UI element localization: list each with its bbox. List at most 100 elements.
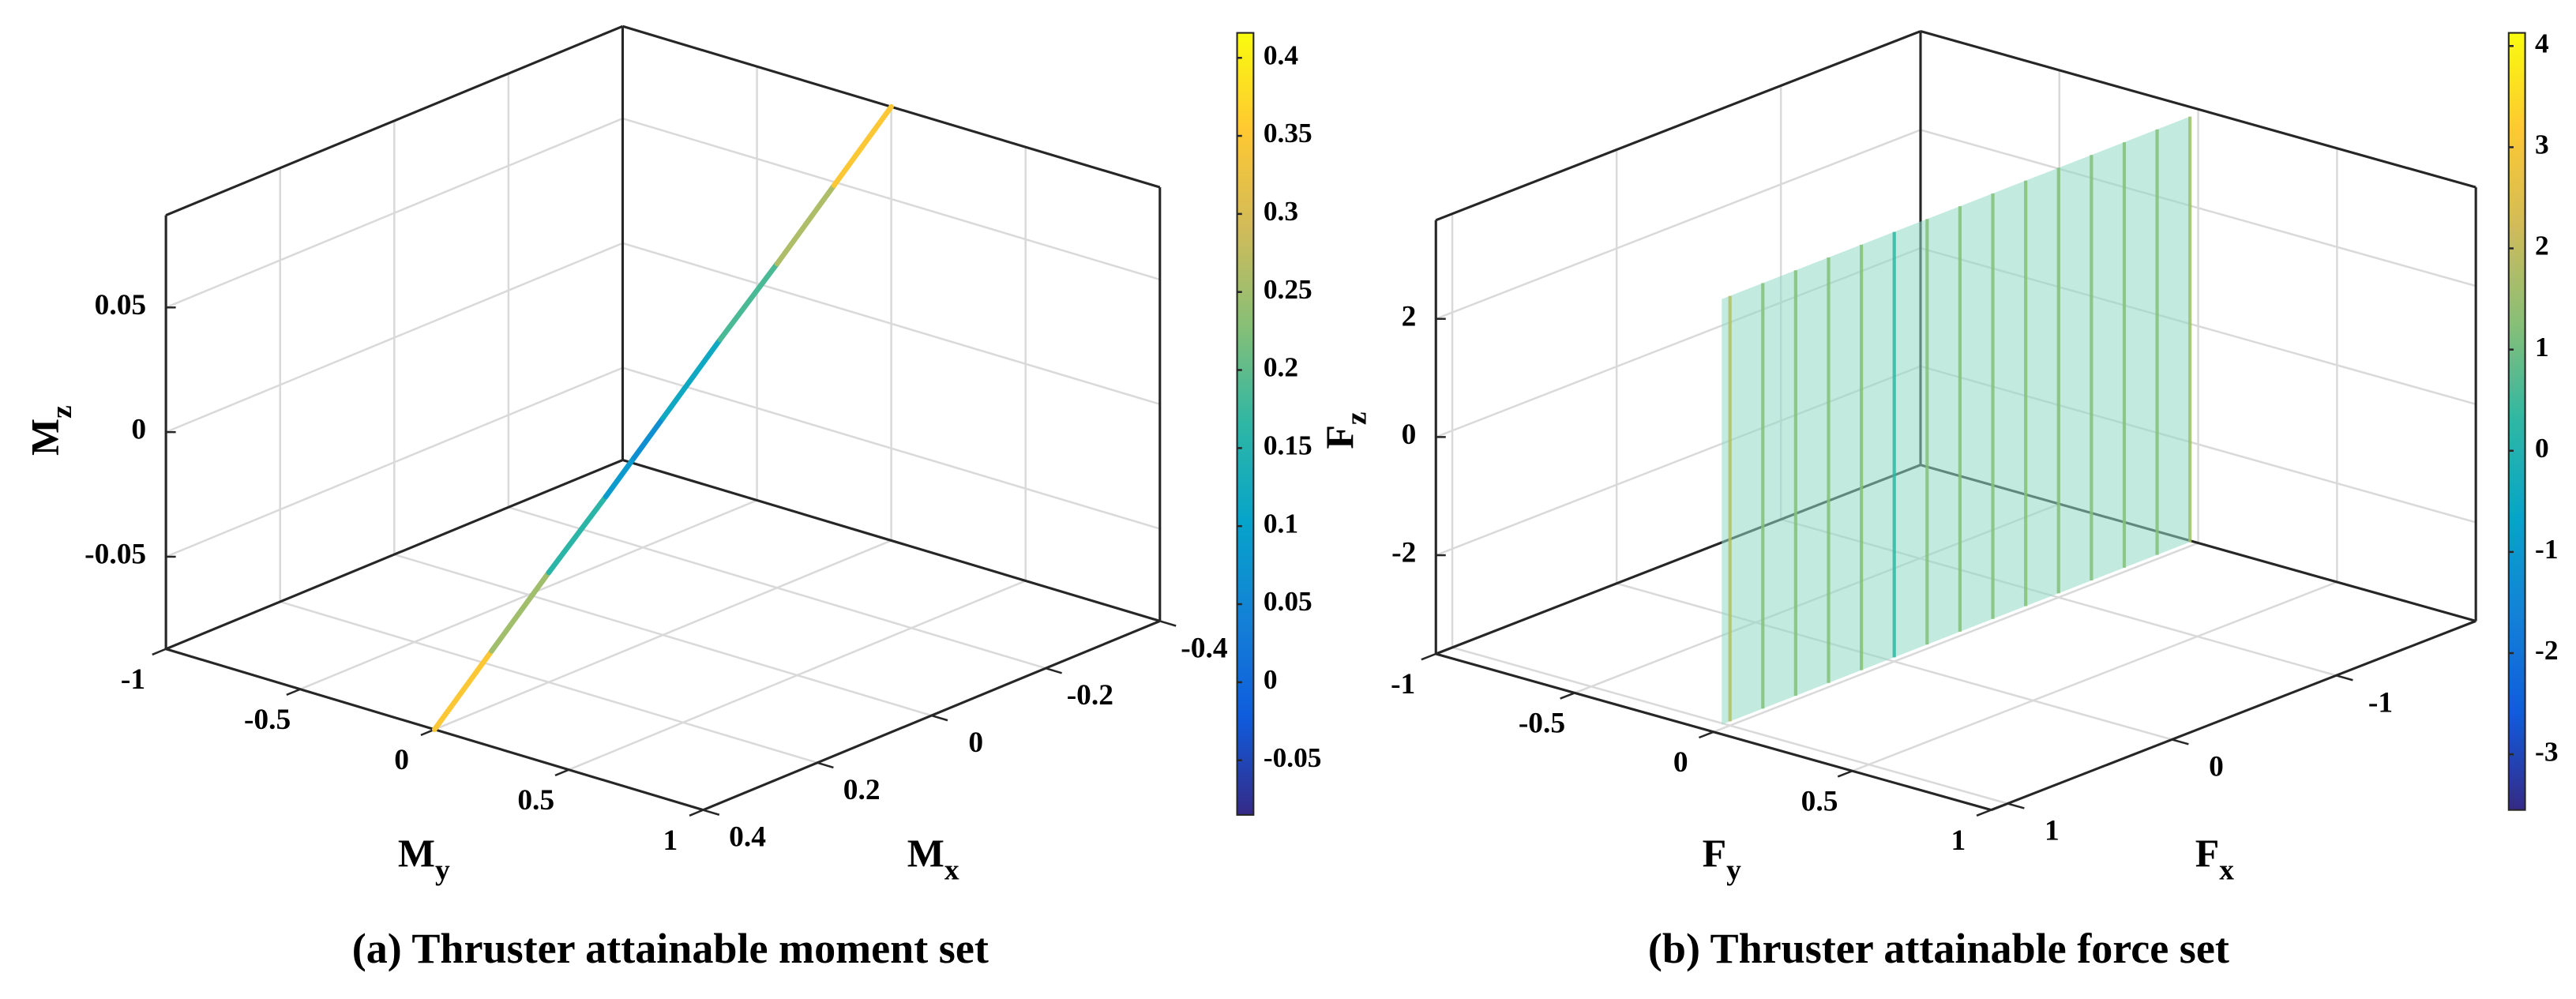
y-tick-label: -0.5 [1519, 708, 1565, 740]
ylabel-label-text: F [1703, 832, 1727, 875]
xlabel-label: Mx [907, 832, 959, 886]
grid-line [1713, 542, 2199, 733]
tick-mark [817, 761, 834, 769]
y-tick-label: 1 [663, 824, 678, 857]
axis-edge [622, 459, 1161, 622]
axis-edge [702, 619, 1161, 812]
x-tick-label: 0.2 [843, 774, 881, 806]
colorbar-tick-label: -0.05 [1264, 742, 1322, 773]
tick-mark [1560, 692, 1575, 700]
grid-line [622, 242, 1161, 405]
line-segment [546, 494, 609, 576]
tick-mark [1698, 730, 1714, 739]
axis-edge [1435, 30, 1921, 222]
tick-mark [703, 809, 720, 816]
y-tick-label: 0 [1673, 746, 1688, 779]
grid-line [568, 580, 1027, 771]
z-tick-label: 0 [1402, 419, 1417, 451]
grid-line [165, 366, 623, 558]
grid-line [165, 242, 623, 434]
x-tick-label: 0.4 [729, 821, 766, 854]
colorbar-tick-label: 3 [2535, 129, 2549, 160]
y-tick-label: -1 [121, 663, 145, 696]
axis-edge [1435, 652, 1992, 812]
zlabel-label-sub: z [1340, 412, 1372, 426]
line-segment [717, 261, 780, 343]
colorbar-tick-label: 0.15 [1264, 429, 1312, 460]
ylabel-label: Fy [1703, 832, 1742, 886]
line-segment [660, 336, 723, 421]
zlabel-label-sub: z [46, 405, 78, 419]
colorbar-tick-label: 0.3 [1264, 195, 1298, 227]
colorbar-tick-label: 0.2 [1264, 351, 1298, 383]
z-tick-label: 2 [1402, 300, 1417, 332]
grid-line [1852, 580, 2338, 772]
chart-title: (a) Thruster attainable moment set [352, 925, 989, 972]
zlabel-label: Fz [1318, 412, 1372, 449]
grid-line [1920, 129, 2476, 287]
colorbar-tick-label: 4 [2535, 27, 2549, 58]
colorbar-tick-label: 0.05 [1264, 585, 1312, 617]
ylabel-label-sub: y [1726, 854, 1741, 886]
tick-mark [286, 688, 301, 697]
x-tick-label: -1 [2368, 686, 2393, 719]
chart: -0.4-0.200.20.4-1-0.500.51-0.0500.05MxMy… [24, 24, 1322, 972]
colorbar-tick-label: 2 [2535, 230, 2549, 261]
y-tick-label: 1 [1951, 824, 1966, 857]
line-segment [631, 415, 666, 460]
z-tick-label: 0.05 [95, 289, 147, 321]
colorbar-tick-label: 0 [2535, 432, 2549, 464]
line-segment [431, 648, 494, 733]
y-tick-label: 0.5 [517, 784, 554, 817]
tick-mark [554, 768, 569, 776]
tick-mark [1045, 667, 1062, 674]
y-tick-label: 0 [394, 744, 409, 776]
xlabel-label-sub: x [2219, 854, 2234, 886]
line-segment [603, 454, 637, 500]
line-segment [774, 182, 837, 267]
tick-mark [1976, 809, 1992, 817]
colorbar-tick-label: 0.1 [1264, 507, 1298, 539]
grid-line [1435, 129, 1921, 320]
grid-line [434, 539, 892, 730]
zlabel-label-text: F [1318, 425, 1361, 449]
z-tick-label: -2 [1391, 537, 1416, 569]
colorbar-tick-label: 0 [1264, 663, 1278, 695]
tick-mark [2007, 802, 2025, 809]
xlabel-label-sub: x [944, 854, 959, 886]
xlabel-label-text: F [2195, 832, 2220, 875]
grid-line [299, 499, 758, 690]
ylabel-label-text: M [398, 832, 435, 875]
chart-title: (b) Thruster attainable force set [1648, 925, 2229, 972]
colorbar-tick-label: 1 [2535, 331, 2549, 362]
colorbar [2507, 32, 2526, 811]
ylabel-label: My [398, 832, 450, 886]
grid-line [622, 366, 1161, 530]
x-tick-label: -0.2 [1067, 679, 1113, 712]
colorbar-tick-label: 0.25 [1264, 273, 1312, 305]
x-tick-label: -0.4 [1181, 632, 1228, 664]
x-tick-label: 1 [2045, 815, 2060, 847]
colorbar-tick-label: -1 [2535, 533, 2558, 565]
colorbar [1236, 32, 1255, 816]
xlabel-label: Fx [2195, 832, 2234, 886]
zlabel-label: Mz [24, 405, 78, 456]
y-tick-label: 0.5 [1801, 785, 1838, 817]
surface [1722, 116, 2191, 725]
axis-edge [1990, 619, 2476, 812]
y-tick-label: -1 [1391, 668, 1415, 700]
z-tick-label: -0.05 [84, 539, 146, 571]
tick-mark [152, 648, 167, 656]
tick-mark [2171, 738, 2189, 745]
line-segment [831, 103, 894, 188]
z-tick-label: 0 [131, 414, 146, 446]
colorbar-tick-label: -2 [2535, 634, 2558, 666]
axis-edge [1920, 30, 2476, 189]
zlabel-label-text: M [24, 419, 67, 456]
axis-edge [165, 24, 624, 216]
colorbar-tick-label: 0.4 [1264, 39, 1299, 70]
x-tick-label: 0 [968, 727, 983, 759]
tick-mark [1159, 620, 1177, 627]
line-segment [489, 569, 552, 654]
